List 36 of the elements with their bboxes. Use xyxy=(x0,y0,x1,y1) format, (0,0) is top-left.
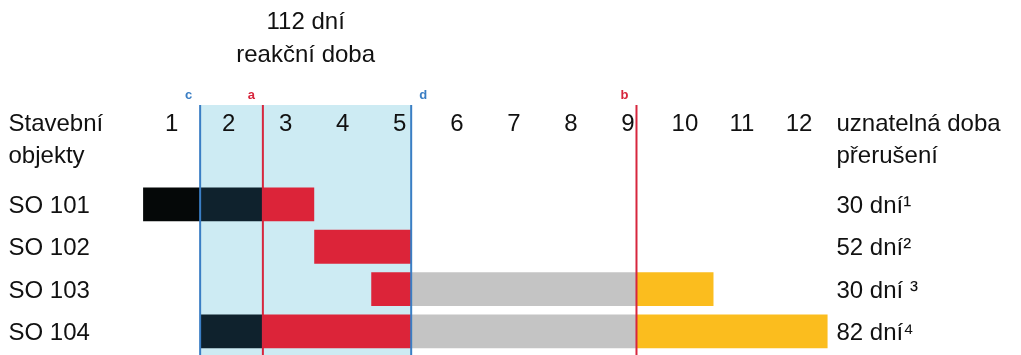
x-tick-label: 6 xyxy=(450,108,464,136)
x-tick-label: 10 xyxy=(671,108,699,136)
bar xyxy=(371,272,412,306)
bar xyxy=(411,272,637,306)
ref-line-label: c xyxy=(184,86,193,102)
bar xyxy=(143,187,201,222)
x-tick-label: 5 xyxy=(393,108,407,136)
ref-line-label: a xyxy=(247,86,256,102)
x-tick-label: 11 xyxy=(729,108,755,136)
x-tick-label: 9 xyxy=(621,108,635,136)
bar xyxy=(314,229,412,264)
bar xyxy=(200,187,263,222)
bar xyxy=(411,314,637,349)
y-tick-label: SO 104 xyxy=(8,317,90,345)
x-tick-label: 2 xyxy=(221,108,236,136)
annotation: 52 dní² xyxy=(836,233,912,261)
x-tick-label: 8 xyxy=(564,108,578,136)
annotation: 30 dní ³ xyxy=(836,275,918,303)
text: uznatelná doba přerušení xyxy=(836,108,1002,168)
x-tick-label: 1 xyxy=(164,108,179,136)
ref-line-label: d xyxy=(419,86,428,102)
annotation: 82 dní⁴ xyxy=(836,317,914,345)
y-tick-label: SO 103 xyxy=(8,275,90,303)
x-tick-label: 7 xyxy=(507,108,521,136)
x-tick-label: 12 xyxy=(785,108,813,136)
bar xyxy=(200,314,263,349)
band-label: 112 dní reakční doba xyxy=(236,6,376,67)
annotation: 30 dní¹ xyxy=(836,190,912,218)
y-axis-title: Stavební objekty xyxy=(8,108,104,168)
bar xyxy=(636,272,714,306)
ref-line-label: b xyxy=(620,86,629,102)
bar xyxy=(636,314,828,349)
y-tick-label: SO 101 xyxy=(8,190,90,218)
y-tick-label: SO 102 xyxy=(8,233,90,261)
x-tick-label: 4 xyxy=(336,108,350,136)
x-tick-label: 3 xyxy=(279,108,293,136)
